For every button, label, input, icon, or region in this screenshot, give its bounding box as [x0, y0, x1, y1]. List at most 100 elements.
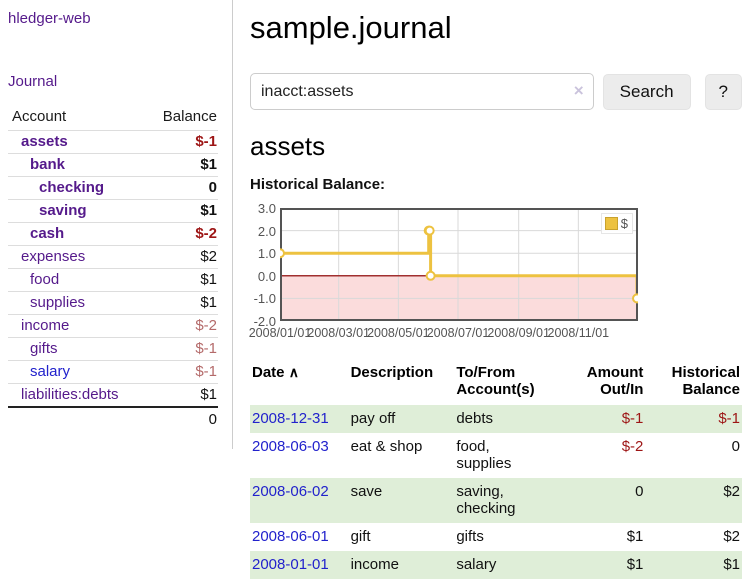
clear-search-icon[interactable]: ×: [573, 81, 584, 100]
register-header-accounts: To/From Account(s): [456, 364, 535, 398]
accounts-total-balance: 0: [144, 406, 218, 431]
register-accounts: food, supplies: [456, 438, 512, 472]
register-amount: 0: [635, 483, 644, 500]
sort-asc-icon: ∧: [288, 364, 299, 380]
y-tick-label: 2.0: [257, 223, 276, 239]
series-label: $: [620, 216, 628, 231]
register-header-row: Date ∧ Description To/From Account(s) Am…: [250, 360, 742, 405]
register-amount: $-1: [621, 410, 644, 427]
sidebar-account-link[interactable]: food: [30, 271, 60, 288]
historical-balance-chart: $ 3.0 2.0 1.0 0.0 -1.0 -2.0 2008/01/01 2008/03/…: [249, 201, 742, 346]
x-tick-label: 2008/05/01: [367, 326, 430, 340]
register-table: Date ∧ Description To/From Account(s) Am…: [250, 360, 742, 579]
register-balance: $-1: [718, 410, 740, 427]
sidebar-account-link[interactable]: gifts: [30, 340, 58, 357]
sidebar-account-link[interactable]: bank: [30, 156, 66, 173]
register-accounts: gifts: [456, 528, 484, 545]
sidebar-account-link[interactable]: income: [21, 317, 70, 334]
sidebar-account-link[interactable]: expenses: [21, 248, 86, 265]
account-row: cash $-2: [8, 222, 218, 246]
account-row: saving $1: [8, 199, 218, 223]
account-balance: $1: [144, 291, 218, 315]
register-row: 2008-06-02 save saving, checking 0 $2: [250, 478, 742, 523]
register-balance: 0: [731, 438, 740, 455]
register-accounts: salary: [456, 556, 497, 573]
account-balance: 0: [144, 176, 218, 200]
sidebar-item-journal[interactable]: Journal: [8, 73, 58, 90]
register-date-link[interactable]: 2008-06-02: [252, 483, 329, 500]
account-row: gifts $-1: [8, 337, 218, 361]
sidebar-account-link[interactable]: cash: [30, 225, 65, 242]
page-title: sample.journal: [250, 10, 452, 45]
register-accounts: debts: [456, 410, 494, 427]
account-heading: assets: [250, 131, 326, 161]
accounts-total-spacer: [8, 406, 145, 431]
register-description: eat & shop: [350, 438, 423, 455]
accounts-table: Account Balance assets $-1 bank $1 checking 0…: [8, 105, 218, 431]
x-tick-label: 2008/03/01: [307, 326, 370, 340]
account-row: supplies $1: [8, 291, 218, 315]
register-date-link[interactable]: 2008-06-03: [252, 438, 329, 455]
main-content: sample.journal × Search ? assets Histori…: [233, 0, 742, 579]
account-balance: $-1: [144, 360, 218, 384]
search-button[interactable]: Search: [602, 73, 691, 110]
series-swatch-icon: [604, 217, 618, 230]
account-row: checking 0: [8, 176, 218, 200]
register-description: pay off: [350, 410, 396, 427]
help-button[interactable]: ?: [704, 73, 742, 110]
register-amount: $1: [626, 556, 644, 573]
register-balance: $1: [723, 556, 740, 573]
app-title-link[interactable]: hledger-web: [8, 10, 91, 27]
y-tick-label: -2.0: [253, 314, 276, 329]
register-date-link[interactable]: 2008-01-01: [252, 556, 329, 573]
sidebar-account-link[interactable]: assets: [21, 133, 68, 150]
y-tick-label: 3.0: [257, 201, 276, 216]
sidebar-account-link[interactable]: supplies: [30, 294, 86, 311]
chart-title: Historical Balance:: [250, 176, 386, 193]
register-date-link[interactable]: 2008-06-01: [252, 528, 329, 545]
y-tick-label: -1.0: [253, 291, 276, 307]
y-tick-label: 0.0: [257, 268, 276, 284]
register-description: income: [350, 556, 399, 573]
account-balance: $1: [144, 268, 218, 292]
account-row: bank $1: [8, 153, 218, 177]
account-balance: $1: [144, 153, 218, 177]
y-tick-label: 1.0: [257, 246, 276, 262]
sidebar-account-link[interactable]: liabilities:debts: [21, 386, 119, 403]
account-row: food $1: [8, 268, 218, 292]
account-balance: $-1: [144, 337, 218, 361]
account-balance: $2: [144, 245, 218, 269]
chart-plot-area: $: [275, 208, 643, 321]
register-date-link[interactable]: 2008-12-31: [252, 410, 329, 427]
account-row: income $-2: [8, 314, 218, 338]
search-input[interactable]: [250, 73, 594, 110]
account-balance: $-2: [144, 314, 218, 338]
chart-canvas: [275, 208, 643, 321]
account-row: salary $-1: [8, 360, 218, 384]
register-header-description: Description: [350, 364, 434, 381]
x-tick-label: 2008/11/01: [547, 326, 610, 340]
register-header-balance: Historical Balance: [671, 364, 740, 398]
account-balance: $-2: [144, 222, 218, 246]
register-accounts: saving, checking: [456, 483, 516, 517]
accounts-header-balance: Balance: [144, 105, 218, 131]
register-amount: $-2: [621, 438, 644, 455]
sidebar-account-link[interactable]: salary: [30, 363, 71, 380]
register-row: 2008-06-03 eat & shop food, supplies $-2 0: [250, 433, 742, 478]
sidebar-account-link[interactable]: saving: [39, 202, 87, 219]
account-balance: $1: [144, 383, 218, 408]
search-box: ×: [250, 73, 594, 110]
register-description: gift: [350, 528, 371, 545]
register-row: 2008-01-01 income salary $1 $1: [250, 551, 742, 579]
register-header-date: Date ∧: [252, 364, 299, 381]
register-row: 2008-06-01 gift gifts $1 $2: [250, 523, 742, 551]
accounts-header-account: Account: [8, 105, 145, 131]
sidebar-account-link[interactable]: checking: [39, 179, 105, 196]
x-tick-label: 2008/07/01: [426, 326, 490, 340]
account-balance: $1: [144, 199, 218, 223]
account-row: assets $-1: [8, 130, 218, 154]
register-balance: $2: [723, 528, 740, 545]
register-row: 2008-12-31 pay off debts $-1 $-1: [250, 405, 742, 433]
accounts-table-header: Account Balance: [8, 105, 218, 131]
